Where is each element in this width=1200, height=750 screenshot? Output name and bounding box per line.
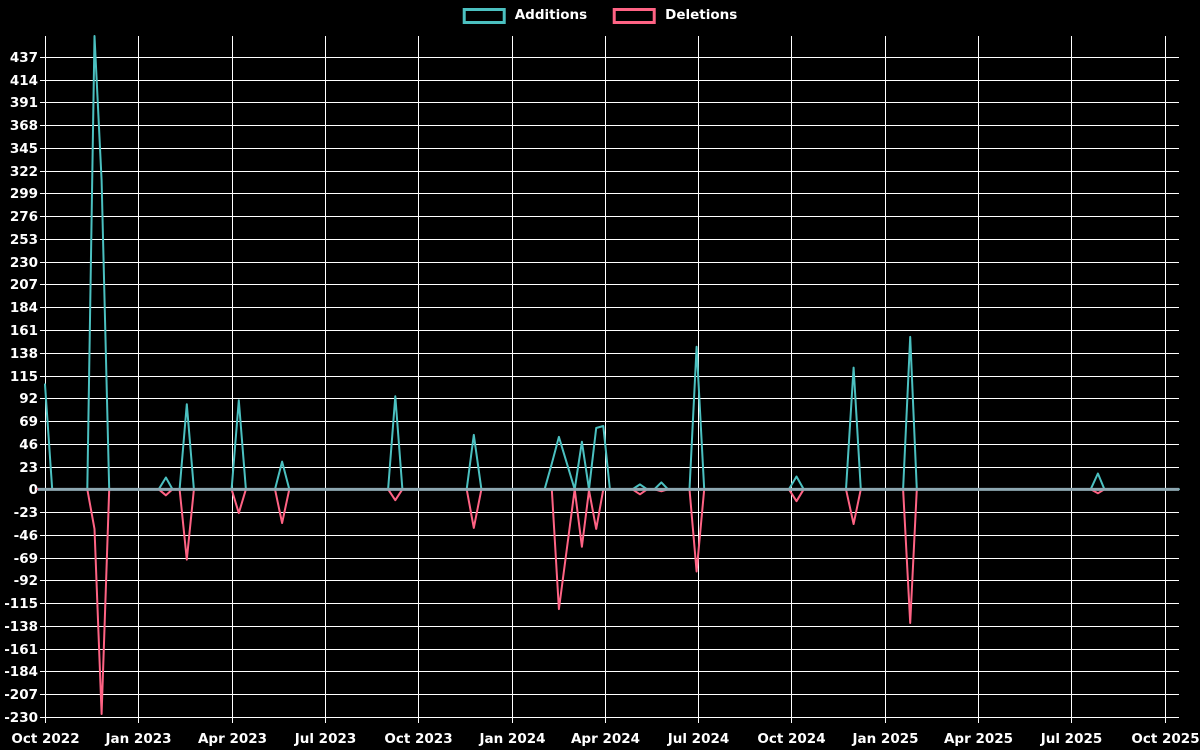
x-tick-label: Oct 2024 xyxy=(757,731,825,747)
y-tick-label: 391 xyxy=(10,95,38,111)
y-axis-labels: 4374143913683453222992762532302071841611… xyxy=(4,50,38,726)
x-tick-label: Jan 2024 xyxy=(478,731,545,747)
x-tick-label: Oct 2022 xyxy=(11,731,79,747)
y-tick-label: 69 xyxy=(19,414,38,430)
legend-item-deletions[interactable]: Deletions xyxy=(613,8,737,24)
y-tick-label: 230 xyxy=(10,255,38,271)
x-axis-labels: Oct 2022 Jan 2023 Apr 2023 Jul 2023 Oct 2023… xyxy=(11,731,1199,747)
y-tick-label: 46 xyxy=(19,437,38,453)
y-tick-label: 276 xyxy=(10,209,38,225)
x-tick-label: Jul 2025 xyxy=(1040,731,1103,747)
y-tick-label: -46 xyxy=(14,528,38,544)
x-tick-label: Apr 2023 xyxy=(198,731,267,747)
y-tick-label: -184 xyxy=(4,664,38,680)
x-tick-label: Jan 2023 xyxy=(104,731,171,747)
y-tick-label: -92 xyxy=(14,573,38,589)
y-tick-label: 437 xyxy=(10,50,38,66)
y-tick-label: 115 xyxy=(10,369,38,385)
y-tick-label: 207 xyxy=(10,277,38,293)
deletions-swatch-icon xyxy=(613,8,657,24)
y-tick-label: 138 xyxy=(10,346,38,362)
y-tick-label: -230 xyxy=(4,710,38,726)
x-tick-label: Apr 2024 xyxy=(571,731,640,747)
legend-item-additions[interactable]: Additions xyxy=(462,7,588,24)
x-tick-label: Jul 2024 xyxy=(667,731,730,747)
y-tick-label: 322 xyxy=(10,164,38,180)
y-tick-label: 161 xyxy=(10,323,38,339)
y-tick-label: 345 xyxy=(10,141,38,157)
y-tick-label: 299 xyxy=(10,186,38,202)
y-tick-label: -69 xyxy=(14,551,38,567)
y-tick-label: 414 xyxy=(10,73,38,89)
y-tick-label: -23 xyxy=(14,505,38,521)
y-tick-label: 184 xyxy=(10,300,38,316)
y-tick-label: 92 xyxy=(19,391,38,407)
x-tick-label: Jan 2025 xyxy=(851,731,918,747)
additions-swatch-icon xyxy=(462,8,506,24)
x-tick-label: Apr 2025 xyxy=(944,731,1013,747)
y-tick-label: -207 xyxy=(4,687,38,703)
chart-legend: Additions Deletions xyxy=(462,7,737,24)
y-tick-label: 0 xyxy=(29,482,38,498)
y-tick-label: -161 xyxy=(4,642,38,658)
x-tick-label: Oct 2023 xyxy=(384,731,452,747)
x-tick-label: Oct 2025 xyxy=(1131,731,1199,747)
x-tick-label: Jul 2023 xyxy=(294,731,357,747)
y-tick-label: 23 xyxy=(19,460,38,476)
y-tick-label: 253 xyxy=(10,232,38,248)
y-tick-label: -138 xyxy=(4,619,38,635)
y-tick-label: 368 xyxy=(10,118,38,134)
legend-label-additions: Additions xyxy=(514,7,588,24)
y-tick-label: -115 xyxy=(4,596,38,612)
legend-label-deletions: Deletions xyxy=(665,7,738,24)
